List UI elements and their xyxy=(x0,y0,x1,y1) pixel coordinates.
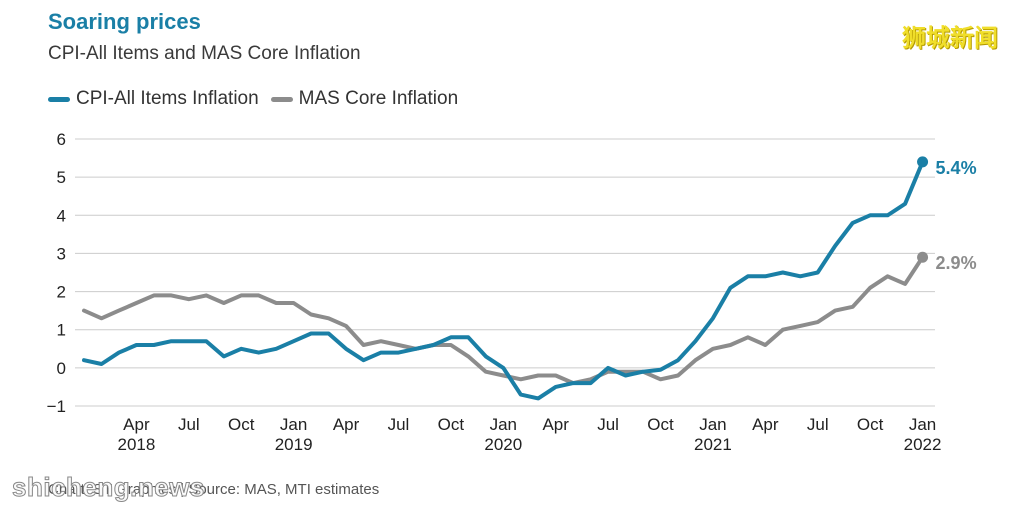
legend-swatch-cpi xyxy=(48,96,70,102)
y-tick-label: 5 xyxy=(57,168,66,187)
x-tick-label: Apr xyxy=(333,415,360,434)
x-tick-label: Oct xyxy=(857,415,884,434)
x-tick-year-label: 2020 xyxy=(484,435,522,454)
legend-item-core: MAS Core Inflation xyxy=(270,88,459,110)
x-tick-label: Jan xyxy=(490,415,517,434)
y-tick-label: 2 xyxy=(57,283,66,302)
x-tick-label: Jan xyxy=(699,415,726,434)
end-label-cpi: 5.4% xyxy=(936,158,977,178)
chart-title: Soaring prices xyxy=(48,9,201,34)
end-marker-cpi xyxy=(917,156,929,168)
x-tick-label: Oct xyxy=(647,415,674,434)
x-tick-label: Jul xyxy=(388,415,410,434)
y-tick-label: 4 xyxy=(57,206,66,225)
watermark-logo-chinese: 狮城新闻 xyxy=(902,24,998,52)
legend-label-core: MAS Core Inflation xyxy=(298,88,459,109)
y-tick-label: 6 xyxy=(57,130,66,149)
y-tick-label: 3 xyxy=(57,244,66,263)
y-tick-label: 1 xyxy=(57,321,66,340)
x-tick-year-label: 2018 xyxy=(117,435,155,454)
watermark-logo-url: shicheng.news xyxy=(12,472,205,503)
x-tick-year-label: 2019 xyxy=(275,435,313,454)
x-tick-year-label: 2022 xyxy=(904,435,942,454)
source-note: Chart: ST Graphics | Source: MAS, MTI es… xyxy=(48,481,380,498)
end-marker-core xyxy=(917,251,929,263)
y-tick-label: 0 xyxy=(57,359,66,378)
series-line-core xyxy=(82,255,925,386)
x-tick-label: Jan xyxy=(280,415,307,434)
legend-item-cpi: CPI-All Items Inflation xyxy=(48,88,259,110)
end-label-core: 2.9% xyxy=(936,253,977,273)
x-tick-label: Jan xyxy=(909,415,936,434)
x-tick-label: Apr xyxy=(542,415,569,434)
y-tick-label: −1 xyxy=(47,397,66,416)
x-tick-label: Jul xyxy=(178,415,200,434)
legend-swatch-core xyxy=(270,96,293,102)
x-tick-year-label: 2021 xyxy=(694,435,732,454)
x-tick-label: Apr xyxy=(752,415,779,434)
series-line-cpi xyxy=(82,159,925,401)
legend: CPI-All Items Inflation MAS Core Inflati… xyxy=(48,88,470,110)
x-tick-label: Apr xyxy=(123,415,150,434)
x-tick-label: Jul xyxy=(597,415,619,434)
x-tick-label: Jul xyxy=(807,415,829,434)
x-tick-label: Oct xyxy=(228,415,255,434)
x-tick-label: Oct xyxy=(438,415,465,434)
chart-subtitle: CPI-All Items and MAS Core Inflation xyxy=(48,43,361,64)
legend-label-cpi: CPI-All Items Inflation xyxy=(76,88,259,109)
